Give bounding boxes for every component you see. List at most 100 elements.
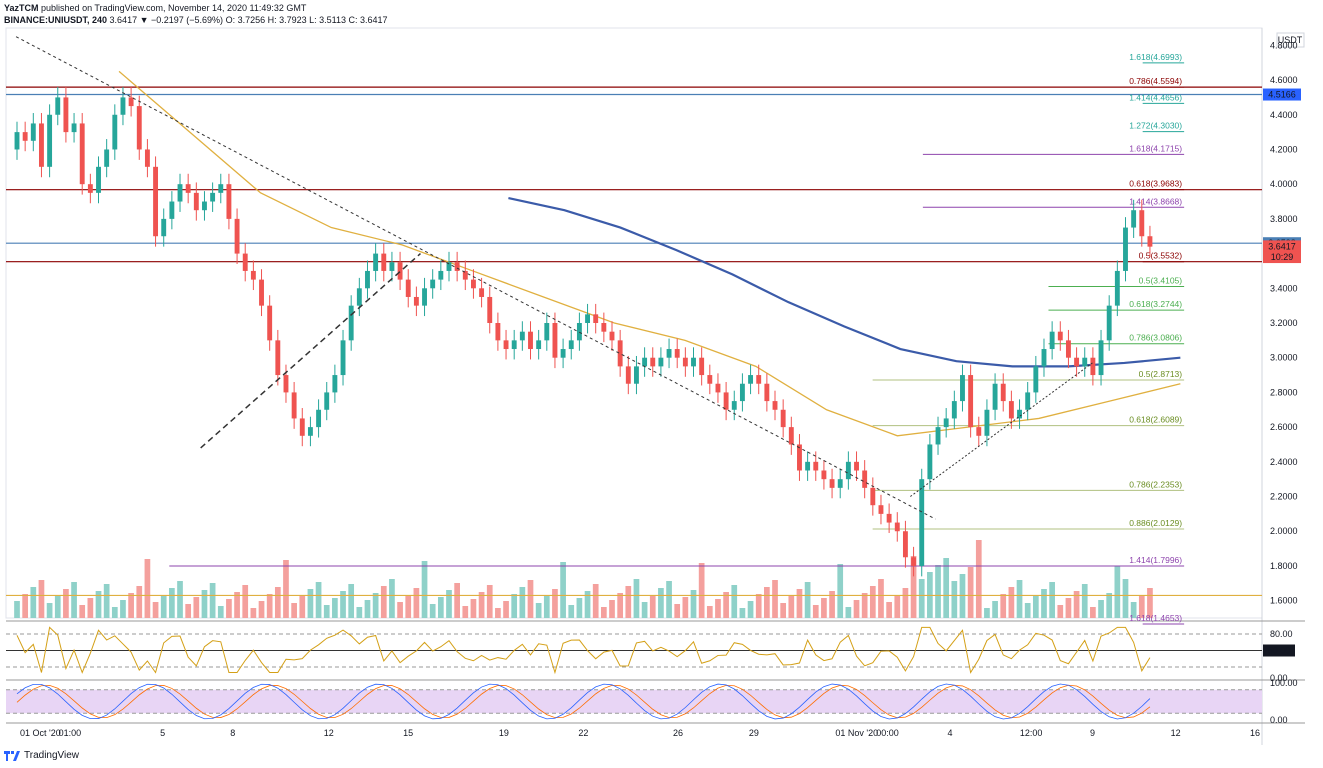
volume-bar: [315, 582, 322, 618]
candle: [446, 262, 452, 271]
candle: [1082, 357, 1088, 367]
volume-bar: [609, 600, 615, 618]
x-tick-label: 01:00: [59, 728, 82, 738]
candle: [250, 270, 256, 280]
candle: [902, 531, 908, 558]
volume-bar: [389, 579, 395, 618]
volume-bar: [658, 588, 664, 618]
volume-bar: [1032, 596, 1039, 618]
footer-brand: TradingView: [24, 750, 80, 761]
candle: [1139, 210, 1145, 237]
volume-bar: [992, 601, 998, 618]
candle: [911, 557, 917, 566]
candle: [381, 253, 387, 271]
fib-label: 0.5(3.5532): [1139, 251, 1183, 261]
volume-bar: [1000, 594, 1007, 618]
candle: [1000, 383, 1006, 402]
volume-bar: [666, 581, 672, 618]
volume-bar: [878, 579, 884, 618]
x-tick-label: 29: [749, 728, 759, 738]
x-tick-label: 5: [160, 728, 165, 738]
candle: [748, 375, 754, 384]
y-tick-label: 3.4000: [1270, 283, 1298, 293]
candle: [666, 349, 672, 358]
volume-bar: [144, 559, 151, 618]
candle: [870, 487, 876, 506]
candle: [307, 427, 313, 436]
candle: [536, 340, 542, 350]
candle: [299, 418, 305, 436]
volume-bar: [600, 607, 607, 618]
volume-bar: [283, 560, 289, 618]
volume-bar: [739, 608, 746, 618]
candle: [642, 357, 648, 367]
volume-bar: [266, 594, 273, 618]
candle: [267, 305, 273, 341]
author: YazTCM: [4, 3, 39, 13]
volume-bar: [486, 585, 493, 618]
candle: [234, 218, 240, 254]
candle: [120, 97, 126, 115]
y-tick-label: 2.6000: [1270, 422, 1298, 432]
candle: [682, 357, 688, 367]
price-unit-label: USDT: [1278, 35, 1303, 45]
volume-bar: [869, 586, 876, 618]
candle: [821, 470, 827, 480]
price-badge-label: 10:29: [1271, 252, 1294, 262]
volume-bar: [706, 606, 713, 618]
volume-bar: [258, 601, 265, 618]
volume-bar: [120, 600, 126, 618]
candle: [104, 149, 110, 167]
candle: [634, 366, 639, 384]
volume-bar: [1081, 584, 1088, 618]
symbol[interactable]: BINANCE:UNIUSDT, 240: [4, 15, 108, 25]
volume-bar: [576, 598, 583, 618]
fib-label: 0.786(2.2353): [1129, 479, 1182, 489]
stoch-tick: 100.00: [1270, 678, 1298, 688]
candle: [715, 383, 721, 393]
footer: TradingView: [4, 750, 79, 761]
candle: [479, 288, 485, 297]
fib-label: 0.618(2.6089): [1129, 415, 1182, 425]
candle: [845, 461, 851, 480]
ohlc-values: O: 3.7256 H: 3.7923 L: 3.5113 C: 3.6417: [225, 15, 388, 25]
volume-bar: [307, 589, 314, 618]
volume-bar: [935, 565, 941, 618]
candle: [691, 357, 696, 367]
volume-bar: [690, 590, 697, 618]
candle: [674, 349, 680, 358]
candle: [389, 262, 395, 271]
candle: [837, 479, 843, 488]
volume-bar: [437, 597, 444, 618]
candle: [723, 392, 729, 410]
candle: [805, 461, 811, 471]
volume-bar: [340, 591, 346, 618]
candle: [1065, 340, 1071, 358]
volume-bar: [527, 580, 534, 618]
candle: [71, 123, 77, 133]
candle: [943, 418, 949, 428]
volume-bar: [380, 586, 387, 618]
volume-bar: [413, 588, 420, 618]
volume-bar: [674, 604, 681, 618]
candle: [340, 340, 346, 376]
volume-bar: [111, 607, 118, 618]
candle: [55, 97, 61, 115]
volume-bar: [372, 593, 379, 618]
candle: [39, 123, 44, 167]
volume-bar: [560, 562, 566, 618]
candle: [1131, 210, 1137, 228]
volume-bar: [87, 598, 94, 618]
candle: [169, 201, 175, 219]
volume-bar: [764, 587, 770, 618]
trendline: [15, 36, 936, 520]
candle: [153, 166, 159, 237]
volume-bar: [103, 584, 110, 618]
fib-label: 0.786(4.5594): [1129, 76, 1182, 86]
volume-bar: [845, 607, 852, 618]
y-tick-label: 1.8000: [1270, 561, 1298, 571]
volume-bar: [1106, 593, 1113, 618]
candle: [764, 383, 770, 402]
candle: [707, 375, 713, 384]
